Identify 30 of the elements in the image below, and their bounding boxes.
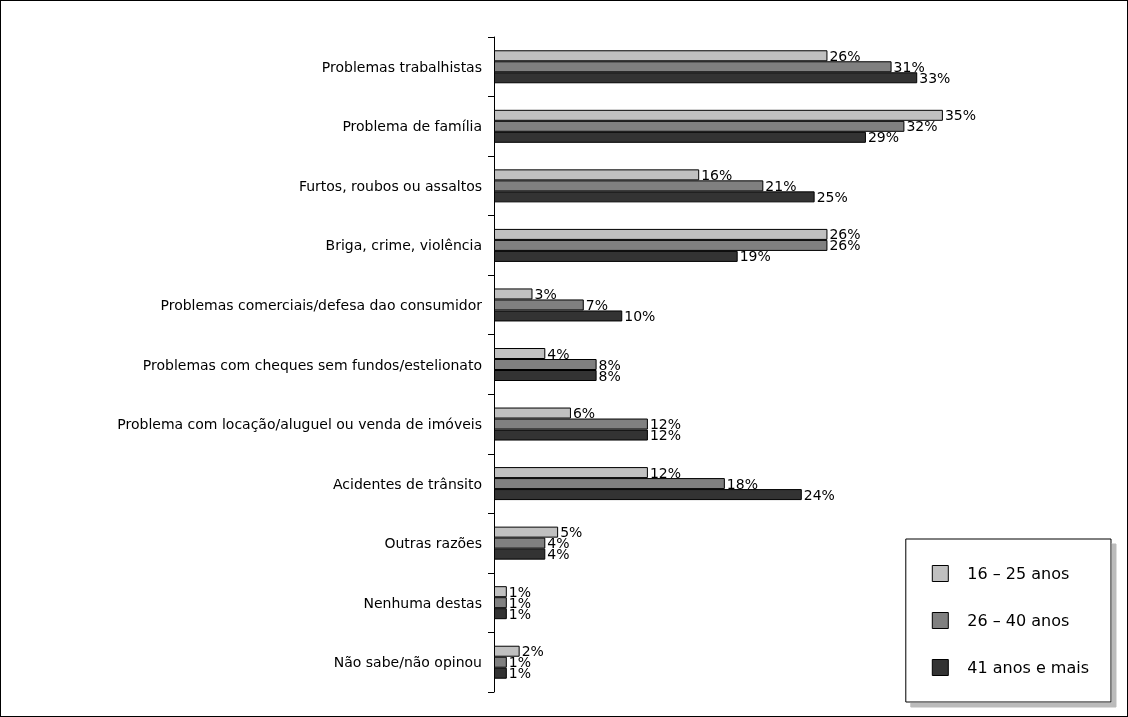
y-tick-label: Briga, crime, violência <box>325 237 482 254</box>
data-label: 32% <box>906 118 938 135</box>
y-tick-label: Problema com locação/aluguel ou venda de imóveis <box>117 416 482 433</box>
data-label: 21% <box>765 177 797 194</box>
legend-label: 41 anos e mais <box>967 658 1089 677</box>
y-tick-label: Problemas comerciais/defesa dao consumidor <box>160 296 483 313</box>
data-label: 4% <box>547 345 570 362</box>
legend-label: 26 – 40 anos <box>967 611 1070 630</box>
data-label: 26% <box>829 47 861 64</box>
data-label: 16% <box>701 166 733 183</box>
y-tick-label: Problema de família <box>342 118 482 135</box>
data-label: 24% <box>803 486 835 503</box>
y-tick-label: Acidentes de trânsito <box>332 475 482 492</box>
data-label: 12% <box>649 464 682 481</box>
y-tick-label: Furtos, roubos ou assaltos <box>298 177 482 194</box>
y-tick-label: Nenhuma destas <box>363 594 482 611</box>
y-tick-label: Problemas com cheques sem fundos/estelionato <box>142 356 482 373</box>
data-label: 19% <box>739 248 771 265</box>
y-tick-label: Outras razões <box>384 535 482 552</box>
data-label: 29% <box>867 129 900 146</box>
legend-label: 16 – 25 anos <box>967 564 1070 583</box>
data-label: 6% <box>572 405 596 422</box>
y-tick-label: Problemas trabalhistas <box>321 58 482 75</box>
data-label: 25% <box>816 188 848 205</box>
data-label: 18% <box>726 475 758 492</box>
data-label: 3% <box>534 285 557 302</box>
y-tick-label: Não sabe/não opinou <box>333 654 482 671</box>
data-label: 7% <box>585 296 608 313</box>
data-label: 35% <box>944 107 976 124</box>
data-label: 10% <box>624 307 656 324</box>
